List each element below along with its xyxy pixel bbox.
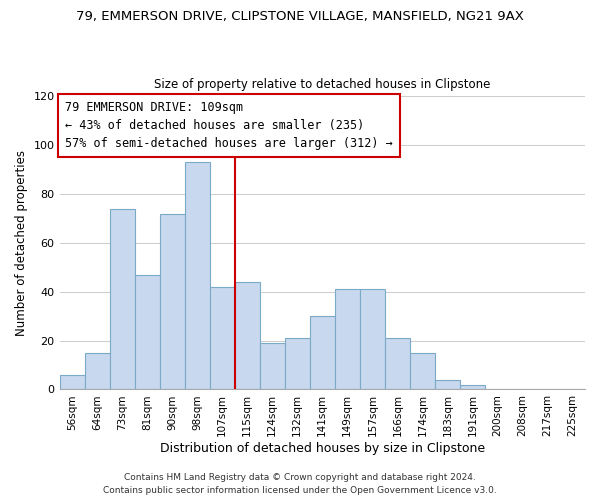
Bar xyxy=(134,274,160,390)
Bar xyxy=(385,338,410,390)
Text: 79 EMMERSON DRIVE: 109sqm
← 43% of detached houses are smaller (235)
57% of semi: 79 EMMERSON DRIVE: 109sqm ← 43% of detac… xyxy=(65,100,392,150)
Bar xyxy=(360,290,385,390)
Title: Size of property relative to detached houses in Clipstone: Size of property relative to detached ho… xyxy=(154,78,490,91)
Bar xyxy=(235,282,260,390)
Bar xyxy=(110,208,134,390)
Bar xyxy=(435,380,460,390)
Bar xyxy=(160,214,185,390)
Bar xyxy=(460,384,485,390)
X-axis label: Distribution of detached houses by size in Clipstone: Distribution of detached houses by size … xyxy=(160,442,485,455)
Text: 79, EMMERSON DRIVE, CLIPSTONE VILLAGE, MANSFIELD, NG21 9AX: 79, EMMERSON DRIVE, CLIPSTONE VILLAGE, M… xyxy=(76,10,524,23)
Bar xyxy=(85,353,110,390)
Bar xyxy=(335,290,360,390)
Bar xyxy=(310,316,335,390)
Bar xyxy=(260,343,285,390)
Bar xyxy=(285,338,310,390)
Bar xyxy=(209,287,235,390)
Bar xyxy=(59,375,85,390)
Text: Contains HM Land Registry data © Crown copyright and database right 2024.
Contai: Contains HM Land Registry data © Crown c… xyxy=(103,473,497,495)
Bar xyxy=(410,353,435,390)
Y-axis label: Number of detached properties: Number of detached properties xyxy=(15,150,28,336)
Bar xyxy=(185,162,209,390)
